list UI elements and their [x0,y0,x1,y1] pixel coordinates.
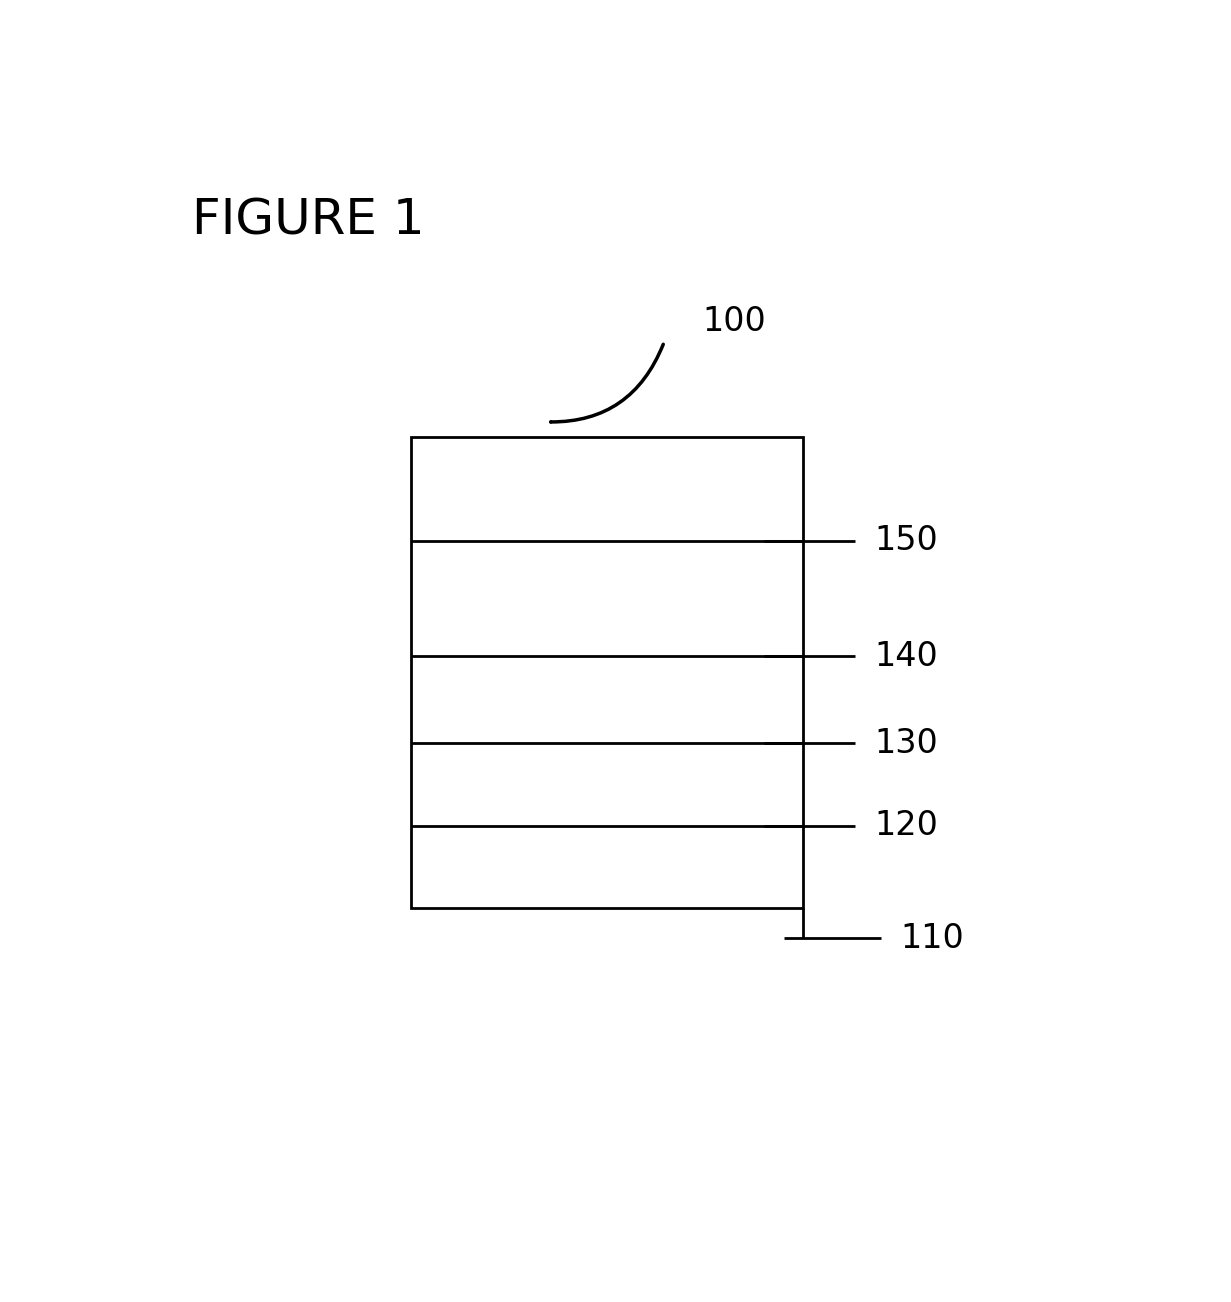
Bar [411,437,803,909]
Text: 130: 130 [874,727,938,760]
Text: 100: 100 [703,305,766,339]
Text: 140: 140 [874,639,938,673]
Text: FIGURE 1: FIGURE 1 [192,197,425,245]
Text: 150: 150 [874,525,938,557]
Text: 120: 120 [874,809,938,842]
Text: 110: 110 [900,922,964,954]
FancyArrowPatch shape [550,344,664,422]
